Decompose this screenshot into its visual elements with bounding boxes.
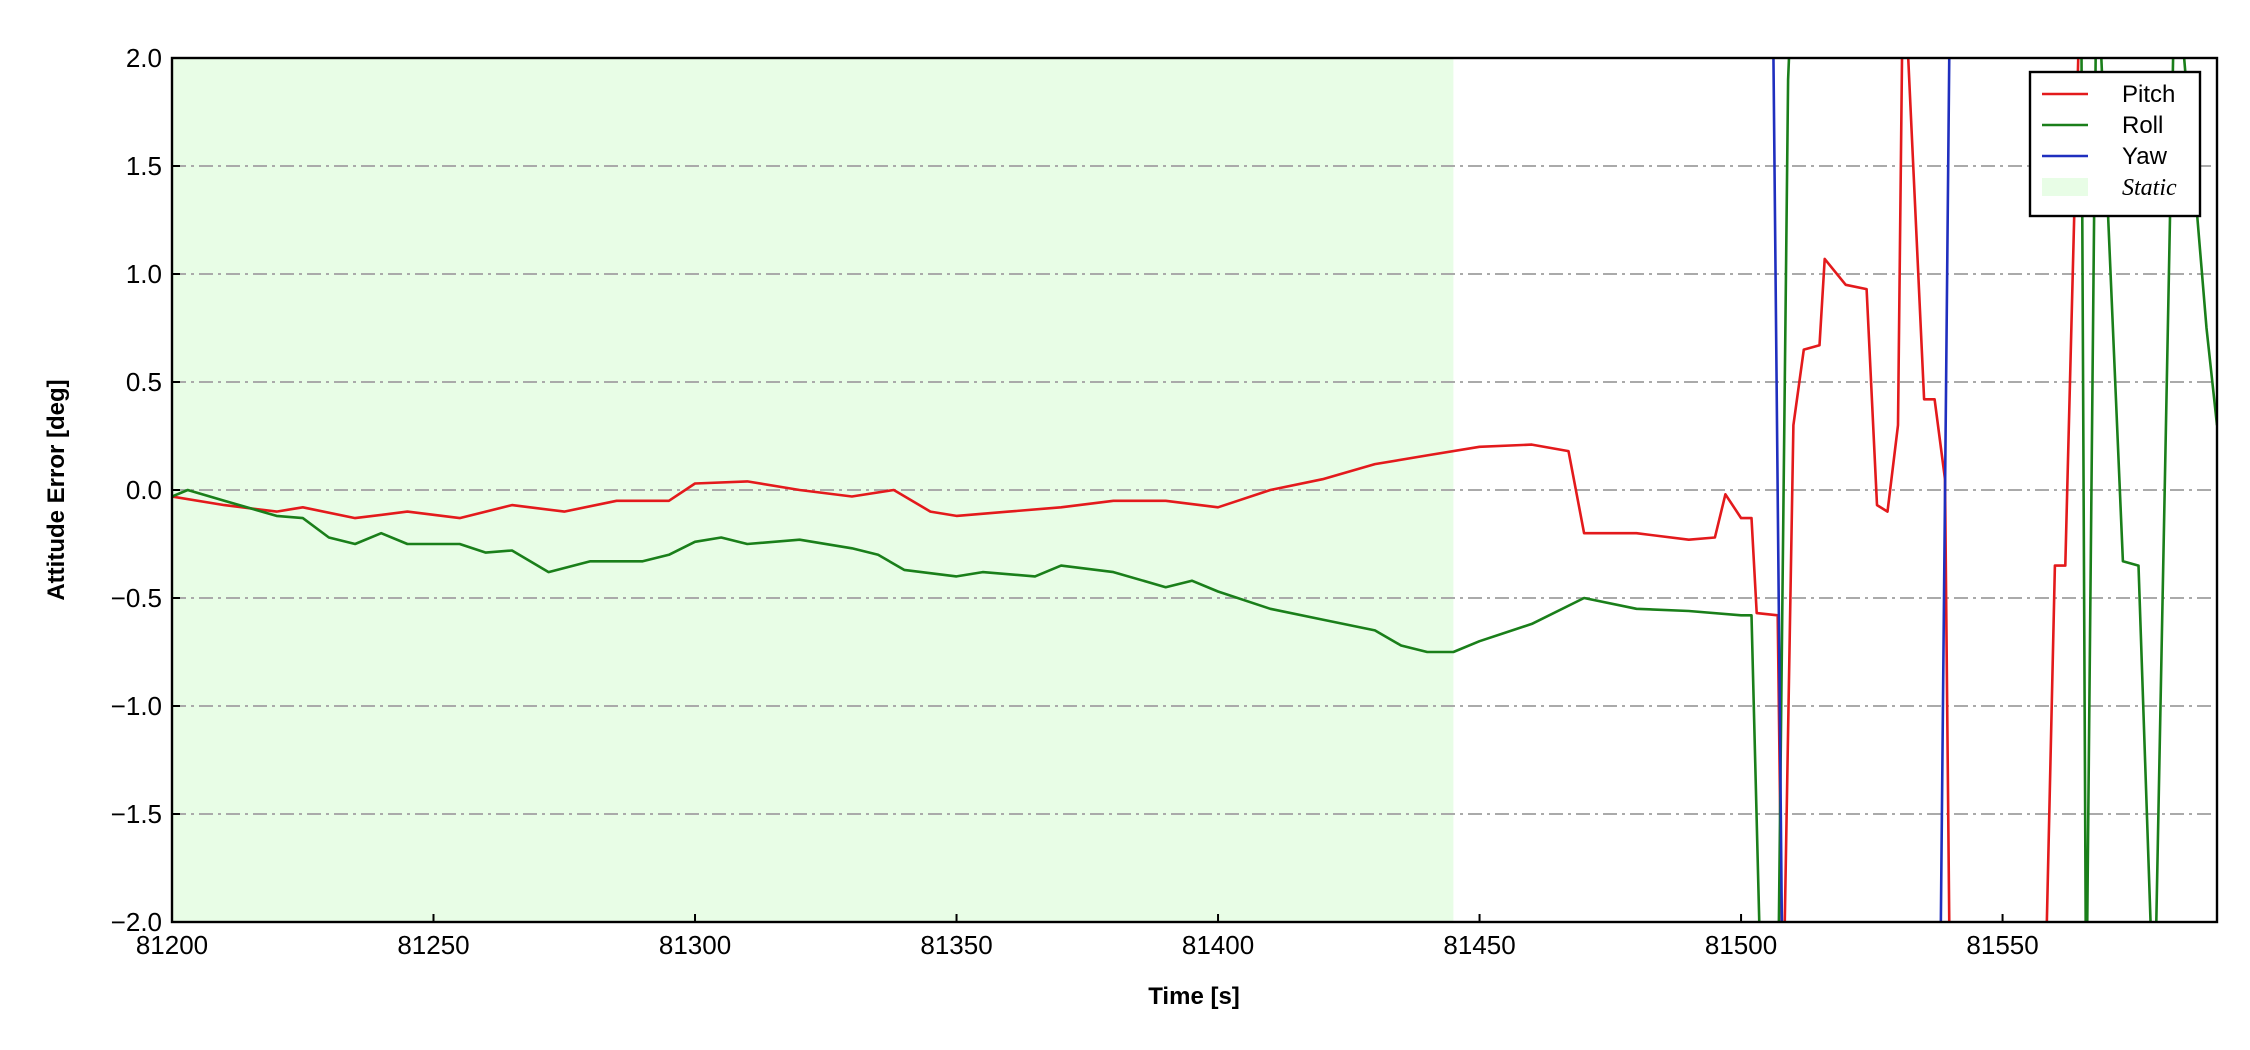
y-tick-label: 0.5 bbox=[126, 367, 162, 397]
x-tick-label: 81550 bbox=[1966, 930, 2038, 960]
legend-label: Pitch bbox=[2122, 81, 2175, 108]
series-line bbox=[172, 58, 2217, 922]
y-tick-label: −1.0 bbox=[111, 691, 162, 721]
x-tick-label: 81350 bbox=[920, 930, 992, 960]
legend-label: Yaw bbox=[2122, 143, 2168, 170]
legend-label: Static bbox=[2122, 175, 2177, 201]
legend-swatch bbox=[2042, 178, 2088, 196]
y-tick-label: 1.0 bbox=[126, 259, 162, 289]
y-tick-label: −2.0 bbox=[111, 907, 162, 937]
x-tick-label: 81400 bbox=[1182, 930, 1254, 960]
plot-area bbox=[172, 58, 2217, 922]
y-tick-label: 0.0 bbox=[126, 475, 162, 505]
y-tick-label: 1.5 bbox=[126, 151, 162, 181]
x-tick-label: 81250 bbox=[397, 930, 469, 960]
plot-frame bbox=[170, 56, 2219, 924]
series-line bbox=[1772, 58, 1951, 922]
legend-label: Roll bbox=[2122, 112, 2163, 139]
y-axis-label: Attitude Error [deg] bbox=[43, 379, 70, 600]
x-tick-label: 81200 bbox=[136, 930, 208, 960]
x-tick-label: 81500 bbox=[1705, 930, 1777, 960]
legend: Pitch Roll Yaw Static bbox=[2028, 70, 2202, 218]
x-tick-label: 81450 bbox=[1443, 930, 1515, 960]
series-line bbox=[172, 58, 2080, 922]
y-tick-label: 2.0 bbox=[126, 43, 162, 73]
x-axis-label: Time [s] bbox=[1148, 983, 1240, 1010]
y-tick-label: −1.5 bbox=[111, 799, 162, 829]
y-tick-label: −0.5 bbox=[111, 583, 162, 613]
x-tick-label: 81300 bbox=[659, 930, 731, 960]
